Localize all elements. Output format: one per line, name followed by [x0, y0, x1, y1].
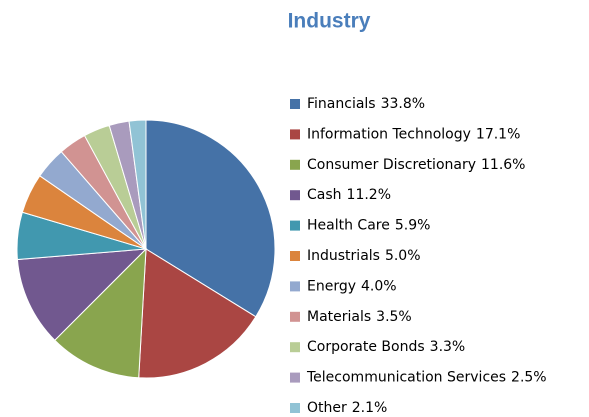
legend-swatch — [290, 403, 300, 413]
legend-label: Telecommunication Services — [306, 370, 506, 386]
pie-slice — [16, 248, 148, 341]
legend-entry: Financials 33.8% — [307, 96, 425, 112]
legend-swatch — [290, 190, 300, 201]
legend-value: 11.2% — [347, 187, 391, 203]
legend-entry: Other 2.1% — [307, 400, 387, 416]
chart-title: Industry — [288, 10, 371, 33]
legend-value: 2.5% — [511, 370, 547, 386]
legend-label: Energy — [307, 278, 356, 294]
legend-entry: Industrials 5.0% — [307, 248, 421, 264]
legend-swatch — [290, 220, 300, 231]
legend-swatch — [290, 159, 300, 170]
legend-swatch — [290, 281, 300, 292]
legend-entry: Telecommunication Services 2.5% — [306, 370, 547, 386]
legend-entry: Consumer Discretionary 11.6% — [307, 157, 525, 173]
legend-label: Materials — [307, 309, 371, 325]
legend-entry: Materials 3.5% — [307, 309, 412, 325]
pie-slice — [128, 119, 147, 250]
legend-label: Industrials — [307, 248, 380, 264]
legend-value: 5.9% — [395, 218, 431, 234]
legend-value: 4.0% — [361, 278, 397, 294]
legend-label: Health Care — [307, 218, 390, 234]
legend-swatch — [290, 129, 300, 140]
legend-label: Other — [307, 400, 347, 416]
legend-value: 17.1% — [476, 126, 520, 142]
legend-entry: Energy 4.0% — [307, 278, 397, 294]
legend-label: Consumer Discretionary — [307, 157, 476, 173]
pie-slice — [145, 119, 276, 318]
legend-value: 3.3% — [430, 339, 466, 355]
legend-value: 11.6% — [481, 157, 525, 173]
legend-entry: Information Technology 17.1% — [307, 126, 520, 142]
legend-label: Corporate Bonds — [307, 339, 425, 355]
legend-label: Cash — [307, 187, 342, 203]
legend-swatch — [290, 372, 300, 383]
legend-entry: Health Care 5.9% — [307, 218, 430, 234]
legend-label: Information Technology — [307, 126, 471, 142]
legend-value: 3.5% — [376, 309, 412, 325]
legend-label: Financials — [307, 96, 376, 112]
legend-swatch — [290, 99, 300, 109]
legend-swatch — [290, 342, 300, 353]
legend-entry: Corporate Bonds 3.3% — [307, 339, 465, 355]
legend-value: 2.1% — [352, 400, 388, 416]
legend-swatch — [290, 311, 300, 322]
pie-slice — [54, 247, 147, 379]
legend-value: 5.0% — [385, 248, 421, 264]
legend-value: 33.8% — [381, 96, 425, 112]
legend-swatch — [290, 251, 300, 261]
pie-slice — [138, 248, 257, 379]
legend-entry: Cash 11.2% — [307, 187, 391, 203]
